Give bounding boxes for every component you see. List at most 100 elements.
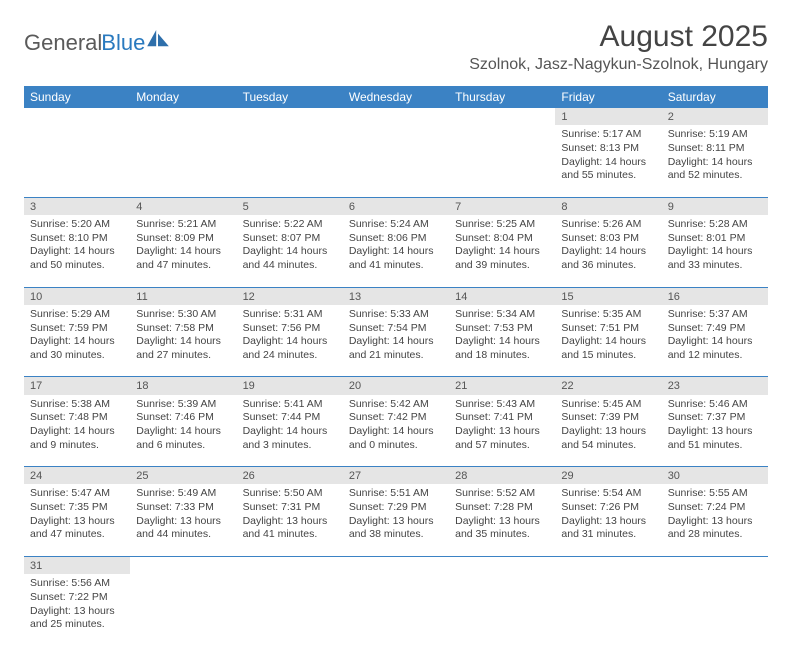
- sun-times-text: Sunrise: 5:56 AM Sunset: 7:22 PM Dayligh…: [30, 577, 124, 632]
- day-number-cell: 17: [24, 377, 130, 395]
- day-number-row: 3456789: [24, 197, 768, 215]
- day-detail-cell: Sunrise: 5:35 AM Sunset: 7:51 PM Dayligh…: [555, 305, 661, 377]
- day-detail-cell: Sunrise: 5:20 AM Sunset: 8:10 PM Dayligh…: [24, 215, 130, 287]
- sun-times-text: Sunrise: 5:33 AM Sunset: 7:54 PM Dayligh…: [349, 308, 443, 363]
- sun-times-text: Sunrise: 5:29 AM Sunset: 7:59 PM Dayligh…: [30, 308, 124, 363]
- day-number-cell: [449, 108, 555, 125]
- day-detail-cell: Sunrise: 5:50 AM Sunset: 7:31 PM Dayligh…: [237, 484, 343, 556]
- sun-times-text: Sunrise: 5:50 AM Sunset: 7:31 PM Dayligh…: [243, 487, 337, 542]
- day-detail-cell: Sunrise: 5:45 AM Sunset: 7:39 PM Dayligh…: [555, 395, 661, 467]
- weekday-header-row: Sunday Monday Tuesday Wednesday Thursday…: [24, 86, 768, 108]
- sun-times-text: Sunrise: 5:30 AM Sunset: 7:58 PM Dayligh…: [136, 308, 230, 363]
- day-detail-row: Sunrise: 5:20 AM Sunset: 8:10 PM Dayligh…: [24, 215, 768, 287]
- day-detail-row: Sunrise: 5:47 AM Sunset: 7:35 PM Dayligh…: [24, 484, 768, 556]
- month-title: August 2025: [469, 20, 768, 54]
- day-detail-cell: Sunrise: 5:19 AM Sunset: 8:11 PM Dayligh…: [662, 125, 768, 197]
- day-number-cell: 27: [343, 467, 449, 485]
- day-number-cell: 12: [237, 287, 343, 305]
- day-detail-cell: Sunrise: 5:55 AM Sunset: 7:24 PM Dayligh…: [662, 484, 768, 556]
- sun-times-text: Sunrise: 5:20 AM Sunset: 8:10 PM Dayligh…: [30, 218, 124, 273]
- day-number-cell: 28: [449, 467, 555, 485]
- weekday-header: Tuesday: [237, 86, 343, 108]
- day-detail-cell: Sunrise: 5:17 AM Sunset: 8:13 PM Dayligh…: [555, 125, 661, 197]
- day-number-cell: 29: [555, 467, 661, 485]
- location-subtitle: Szolnok, Jasz-Nagykun-Szolnok, Hungary: [469, 56, 768, 74]
- day-detail-cell: Sunrise: 5:31 AM Sunset: 7:56 PM Dayligh…: [237, 305, 343, 377]
- weekday-header: Wednesday: [343, 86, 449, 108]
- day-number-cell: 22: [555, 377, 661, 395]
- logo-text-secondary: Blue: [101, 30, 145, 56]
- logo: General Blue: [24, 30, 169, 56]
- sun-times-text: Sunrise: 5:19 AM Sunset: 8:11 PM Dayligh…: [668, 128, 762, 183]
- day-detail-cell: Sunrise: 5:29 AM Sunset: 7:59 PM Dayligh…: [24, 305, 130, 377]
- day-number-cell: [662, 556, 768, 574]
- sun-times-text: Sunrise: 5:35 AM Sunset: 7:51 PM Dayligh…: [561, 308, 655, 363]
- day-number-cell: 16: [662, 287, 768, 305]
- day-number-row: 12: [24, 108, 768, 125]
- sun-times-text: Sunrise: 5:17 AM Sunset: 8:13 PM Dayligh…: [561, 128, 655, 183]
- calendar-body: 12 Sunrise: 5:17 AM Sunset: 8:13 PM Dayli…: [24, 108, 768, 646]
- sun-times-text: Sunrise: 5:31 AM Sunset: 7:56 PM Dayligh…: [243, 308, 337, 363]
- day-number-cell: 21: [449, 377, 555, 395]
- day-detail-cell: [237, 574, 343, 646]
- day-number-cell: 4: [130, 197, 236, 215]
- day-detail-cell: Sunrise: 5:28 AM Sunset: 8:01 PM Dayligh…: [662, 215, 768, 287]
- day-detail-cell: [24, 125, 130, 197]
- day-number-cell: 11: [130, 287, 236, 305]
- day-detail-cell: Sunrise: 5:42 AM Sunset: 7:42 PM Dayligh…: [343, 395, 449, 467]
- sun-times-text: Sunrise: 5:47 AM Sunset: 7:35 PM Dayligh…: [30, 487, 124, 542]
- day-number-cell: [555, 556, 661, 574]
- day-detail-row: Sunrise: 5:17 AM Sunset: 8:13 PM Dayligh…: [24, 125, 768, 197]
- weekday-header: Friday: [555, 86, 661, 108]
- day-detail-cell: Sunrise: 5:52 AM Sunset: 7:28 PM Dayligh…: [449, 484, 555, 556]
- sun-times-text: Sunrise: 5:42 AM Sunset: 7:42 PM Dayligh…: [349, 398, 443, 453]
- page-header: General Blue August 2025 Szolnok, Jasz-N…: [24, 20, 768, 74]
- day-detail-cell: [343, 574, 449, 646]
- sun-times-text: Sunrise: 5:28 AM Sunset: 8:01 PM Dayligh…: [668, 218, 762, 273]
- sun-times-text: Sunrise: 5:43 AM Sunset: 7:41 PM Dayligh…: [455, 398, 549, 453]
- weekday-header: Monday: [130, 86, 236, 108]
- day-detail-cell: [130, 574, 236, 646]
- day-number-cell: [130, 556, 236, 574]
- weekday-header: Saturday: [662, 86, 768, 108]
- logo-text-primary: General: [24, 30, 102, 56]
- calendar-table: Sunday Monday Tuesday Wednesday Thursday…: [24, 86, 768, 646]
- day-detail-cell: Sunrise: 5:30 AM Sunset: 7:58 PM Dayligh…: [130, 305, 236, 377]
- day-number-cell: 19: [237, 377, 343, 395]
- day-number-cell: 31: [24, 556, 130, 574]
- sun-times-text: Sunrise: 5:25 AM Sunset: 8:04 PM Dayligh…: [455, 218, 549, 273]
- day-detail-row: Sunrise: 5:29 AM Sunset: 7:59 PM Dayligh…: [24, 305, 768, 377]
- sun-times-text: Sunrise: 5:22 AM Sunset: 8:07 PM Dayligh…: [243, 218, 337, 273]
- day-number-cell: 6: [343, 197, 449, 215]
- day-number-cell: [130, 108, 236, 125]
- sun-times-text: Sunrise: 5:51 AM Sunset: 7:29 PM Dayligh…: [349, 487, 443, 542]
- day-detail-cell: Sunrise: 5:47 AM Sunset: 7:35 PM Dayligh…: [24, 484, 130, 556]
- day-detail-cell: [662, 574, 768, 646]
- day-number-cell: 15: [555, 287, 661, 305]
- day-detail-row: Sunrise: 5:38 AM Sunset: 7:48 PM Dayligh…: [24, 395, 768, 467]
- day-detail-cell: Sunrise: 5:37 AM Sunset: 7:49 PM Dayligh…: [662, 305, 768, 377]
- day-detail-cell: Sunrise: 5:33 AM Sunset: 7:54 PM Dayligh…: [343, 305, 449, 377]
- sun-times-text: Sunrise: 5:49 AM Sunset: 7:33 PM Dayligh…: [136, 487, 230, 542]
- day-detail-cell: [555, 574, 661, 646]
- day-number-cell: 23: [662, 377, 768, 395]
- day-number-cell: 13: [343, 287, 449, 305]
- day-number-row: 17181920212223: [24, 377, 768, 395]
- day-detail-cell: [343, 125, 449, 197]
- day-number-cell: [449, 556, 555, 574]
- sun-times-text: Sunrise: 5:45 AM Sunset: 7:39 PM Dayligh…: [561, 398, 655, 453]
- day-number-cell: 18: [130, 377, 236, 395]
- day-number-cell: 2: [662, 108, 768, 125]
- day-detail-cell: Sunrise: 5:38 AM Sunset: 7:48 PM Dayligh…: [24, 395, 130, 467]
- day-number-cell: 8: [555, 197, 661, 215]
- sun-times-text: Sunrise: 5:37 AM Sunset: 7:49 PM Dayligh…: [668, 308, 762, 363]
- day-detail-cell: Sunrise: 5:43 AM Sunset: 7:41 PM Dayligh…: [449, 395, 555, 467]
- day-number-cell: [237, 556, 343, 574]
- day-detail-cell: Sunrise: 5:25 AM Sunset: 8:04 PM Dayligh…: [449, 215, 555, 287]
- day-number-cell: 14: [449, 287, 555, 305]
- day-number-cell: [343, 108, 449, 125]
- sun-times-text: Sunrise: 5:41 AM Sunset: 7:44 PM Dayligh…: [243, 398, 337, 453]
- sun-times-text: Sunrise: 5:21 AM Sunset: 8:09 PM Dayligh…: [136, 218, 230, 273]
- sun-times-text: Sunrise: 5:26 AM Sunset: 8:03 PM Dayligh…: [561, 218, 655, 273]
- sun-times-text: Sunrise: 5:39 AM Sunset: 7:46 PM Dayligh…: [136, 398, 230, 453]
